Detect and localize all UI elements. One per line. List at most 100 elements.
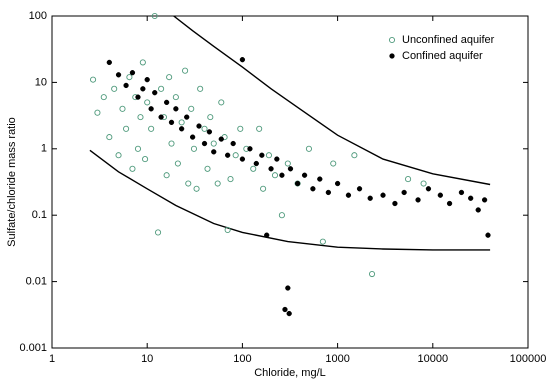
- data-point: [325, 189, 332, 196]
- data-point: [259, 152, 265, 158]
- data-point: [230, 140, 236, 147]
- data-point: [237, 125, 244, 132]
- data-point: [188, 105, 195, 112]
- data-point: [285, 285, 291, 291]
- data-point: [367, 195, 373, 201]
- data-point: [139, 59, 146, 66]
- data-point: [458, 189, 465, 196]
- data-point: [401, 189, 407, 196]
- data-point: [253, 160, 259, 167]
- data-point: [115, 152, 122, 159]
- data-point: [144, 99, 151, 106]
- data-point: [178, 126, 185, 132]
- data-point: [284, 160, 291, 167]
- legend-marker: [389, 53, 395, 59]
- data-point: [282, 306, 288, 313]
- points: [90, 12, 491, 317]
- data-point: [485, 232, 491, 238]
- data-point: [158, 114, 164, 120]
- data-point: [174, 160, 181, 167]
- data-point: [317, 176, 323, 182]
- data-point: [151, 12, 158, 20]
- data-point: [256, 125, 263, 132]
- data-point: [345, 192, 352, 198]
- data-point: [106, 134, 113, 141]
- data-point: [190, 145, 198, 152]
- envelope-curve: [89, 149, 491, 251]
- data-point: [425, 186, 432, 192]
- data-point: [481, 197, 488, 203]
- data-point: [415, 197, 421, 203]
- data-point: [148, 106, 154, 112]
- data-point: [166, 74, 173, 81]
- data-point: [172, 94, 179, 101]
- data-point: [239, 57, 246, 63]
- data-point: [305, 145, 312, 152]
- y-tick-label: 1: [41, 143, 47, 155]
- x-tick-label: 100000: [510, 353, 547, 365]
- y-tick-label: 0.1: [32, 209, 47, 221]
- y-tick-label: 100: [29, 10, 47, 22]
- x-tick-label: 10000: [418, 353, 449, 365]
- data-point: [287, 166, 294, 172]
- data-point: [201, 125, 208, 132]
- data-point: [100, 94, 107, 101]
- data-point: [142, 156, 149, 163]
- data-point: [437, 192, 443, 198]
- data-point: [182, 67, 189, 74]
- y-axis-label: Sulfate/chloride mass ratio: [6, 117, 18, 247]
- x-tick-label: 1: [49, 353, 55, 365]
- data-point: [168, 119, 175, 126]
- data-point: [134, 145, 142, 152]
- data-point: [144, 77, 150, 83]
- data-point: [392, 200, 398, 207]
- data-point: [140, 86, 146, 92]
- x-tick-label: 100: [233, 353, 251, 365]
- legend-label: Unconfined aquifer: [402, 34, 495, 46]
- data-point: [224, 226, 231, 233]
- data-point: [310, 186, 316, 192]
- data-point: [137, 114, 144, 121]
- data-point: [204, 165, 211, 172]
- data-point: [218, 136, 224, 142]
- data-point: [330, 160, 337, 167]
- data-point: [214, 180, 221, 187]
- data-point: [420, 180, 427, 187]
- data-point: [90, 76, 97, 83]
- data-point: [184, 114, 190, 120]
- legend-label: Confined aquifer: [402, 50, 483, 62]
- data-point: [264, 232, 270, 238]
- data-point: [356, 186, 363, 192]
- curves: [89, 16, 491, 251]
- data-point: [115, 72, 122, 78]
- data-point: [232, 152, 239, 159]
- plot-frame: [51, 15, 529, 349]
- data-point: [111, 85, 118, 92]
- data-point: [189, 134, 196, 140]
- data-point: [163, 99, 170, 106]
- legend-marker: [388, 36, 396, 44]
- data-point: [225, 152, 231, 158]
- data-point: [185, 180, 192, 187]
- data-point: [271, 172, 279, 179]
- data-point: [119, 105, 126, 112]
- x-tick-label: 1000: [325, 353, 349, 365]
- data-point: [135, 94, 141, 100]
- data-point: [260, 185, 267, 192]
- data-point: [286, 310, 292, 317]
- data-point: [178, 119, 185, 126]
- data-point: [206, 129, 213, 135]
- data-point: [154, 229, 162, 236]
- data-point: [351, 152, 358, 159]
- data-point: [196, 123, 202, 129]
- data-point: [319, 238, 326, 245]
- y-tick-label: 0.001: [19, 342, 47, 354]
- data-point: [239, 156, 246, 162]
- data-point: [168, 140, 175, 147]
- data-point: [274, 156, 280, 162]
- data-point: [218, 99, 225, 106]
- data-point: [468, 195, 474, 201]
- data-point: [301, 172, 308, 178]
- data-point: [227, 176, 234, 183]
- data-point: [193, 185, 200, 192]
